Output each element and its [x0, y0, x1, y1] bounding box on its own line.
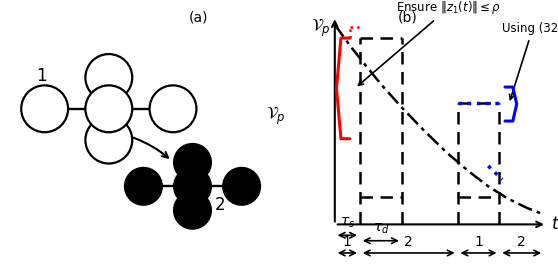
Text: 1: 1	[343, 235, 352, 249]
Text: $t$: $t$	[551, 215, 558, 233]
Ellipse shape	[174, 192, 211, 229]
Text: (a): (a)	[189, 11, 208, 25]
Ellipse shape	[125, 168, 162, 205]
Text: (b): (b)	[397, 11, 417, 25]
Text: $\tau_d$: $\tau_d$	[373, 222, 389, 236]
Text: Using (32): Using (32)	[502, 22, 558, 100]
Ellipse shape	[223, 168, 260, 205]
Text: $\mathcal{V}_p$: $\mathcal{V}_p$	[266, 104, 286, 127]
Text: 1: 1	[36, 67, 47, 85]
Ellipse shape	[174, 168, 211, 205]
Text: $\tau_s$: $\tau_s$	[340, 216, 355, 230]
Ellipse shape	[85, 85, 132, 132]
Ellipse shape	[174, 144, 211, 181]
Ellipse shape	[150, 85, 196, 132]
Text: 2: 2	[405, 235, 413, 249]
Text: 1: 1	[474, 235, 483, 249]
Text: 2: 2	[215, 196, 226, 214]
Text: 2: 2	[517, 235, 526, 249]
Text: $\mathcal{V}_p$: $\mathcal{V}_p$	[311, 16, 330, 39]
Ellipse shape	[85, 54, 132, 101]
Ellipse shape	[85, 117, 132, 163]
Text: Ensure $\|z_1(t)\| \leq \rho$: Ensure $\|z_1(t)\| \leq \rho$	[358, 0, 502, 85]
Ellipse shape	[21, 85, 68, 132]
